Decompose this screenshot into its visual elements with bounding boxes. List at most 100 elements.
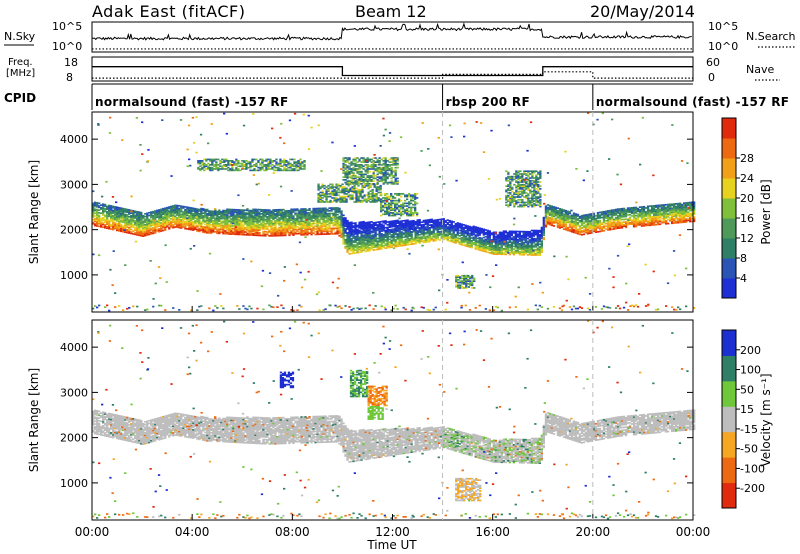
power-cell (478, 228, 481, 231)
power-cell (564, 211, 568, 213)
cpid-segments-layer: normalsound (fast) -157 RF rbsp 200 RF nor… (91, 83, 789, 110)
power-cell (378, 237, 381, 240)
power-cell (582, 226, 586, 229)
power-cell (622, 215, 626, 218)
power-cell (566, 214, 570, 217)
power-cell (124, 223, 127, 225)
power-cell (673, 214, 676, 216)
power-cell (164, 215, 167, 218)
power-cell (384, 229, 387, 232)
power-cell (140, 215, 143, 218)
power-cell (618, 214, 622, 217)
power-block-cell (299, 166, 302, 169)
power-cell (420, 233, 423, 236)
power-cell (514, 251, 517, 253)
power-block-cell (283, 160, 286, 162)
power-cell (386, 232, 389, 234)
power-cell (276, 218, 279, 221)
power-cell (110, 211, 113, 214)
power-cell (544, 223, 548, 225)
power-cell (100, 223, 103, 225)
power-cell (450, 239, 453, 242)
power-cell (220, 216, 223, 218)
power-cell (314, 218, 317, 221)
power-cell (142, 227, 145, 229)
power-cell (186, 210, 189, 213)
power-block-cell (319, 194, 322, 197)
power-cell (662, 205, 666, 208)
power-cell (92, 205, 95, 207)
power-cell (560, 215, 564, 218)
power-cell (380, 226, 383, 228)
power-cell (326, 231, 329, 234)
power-cell (312, 229, 315, 232)
power-cell (380, 230, 383, 232)
power-cell (669, 213, 672, 215)
power-cell (538, 251, 541, 254)
power-block-cell (279, 160, 282, 162)
power-cell (454, 223, 457, 225)
power-cell (120, 223, 123, 226)
power-cell (366, 227, 369, 229)
power-cell (656, 208, 660, 211)
power-cell (693, 201, 696, 204)
power-cell (346, 243, 349, 245)
power-cell (504, 239, 507, 242)
power-cell (352, 226, 355, 229)
power-cell (316, 209, 319, 211)
power-cell (648, 220, 652, 222)
power-cell (476, 240, 479, 242)
power-cell (344, 225, 347, 227)
power-cell (104, 225, 107, 228)
power-cell (370, 246, 373, 249)
power-cell (220, 215, 223, 217)
power-block-cell (271, 168, 274, 170)
power-cell (542, 226, 545, 228)
power-cell (266, 218, 269, 221)
power-cell (474, 247, 477, 250)
power-cell (246, 220, 249, 223)
power-cell (426, 238, 429, 240)
power-cell (656, 212, 660, 215)
power-cell (618, 224, 622, 227)
power-cell (314, 207, 317, 210)
power-block-cell (203, 162, 206, 165)
power-cell (606, 216, 610, 219)
power-cell (142, 220, 145, 223)
power-cell (250, 219, 253, 221)
power-cell (162, 216, 165, 218)
power-cell (596, 231, 600, 233)
power-cell (376, 224, 379, 226)
power-cell (292, 222, 295, 224)
power-cell (612, 224, 616, 226)
power-cell (296, 216, 299, 219)
power-cell (210, 218, 213, 221)
power-cell (428, 237, 431, 240)
power-cell (234, 229, 237, 231)
power-cell (238, 224, 241, 226)
power-cell (306, 221, 309, 224)
power-cell (240, 216, 243, 218)
power-cell (366, 237, 369, 240)
power-cell (242, 210, 245, 213)
power-cell (156, 220, 159, 223)
power-cell (192, 222, 195, 225)
power-cell (528, 236, 531, 239)
power-cell (634, 210, 638, 213)
power-cell (604, 222, 608, 225)
power-cell (448, 233, 451, 236)
power-cell (268, 213, 271, 215)
power-cell (158, 229, 161, 232)
power-cell (302, 213, 305, 216)
power-cell (394, 233, 397, 236)
power-cell (200, 229, 203, 232)
power-cell (112, 215, 115, 217)
power-cell (416, 220, 419, 223)
power-cell (677, 211, 680, 213)
power-cell (136, 220, 139, 223)
power-cell (294, 224, 297, 227)
power-cell (260, 227, 263, 230)
power-cell (146, 220, 149, 223)
power-cell (388, 238, 391, 241)
power-cell (276, 230, 279, 233)
